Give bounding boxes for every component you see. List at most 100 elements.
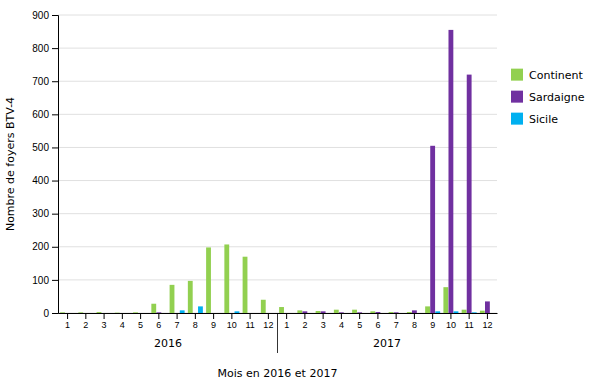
bar [339, 312, 344, 313]
y-tick: 700 [32, 76, 58, 87]
bar [417, 313, 422, 314]
bar [70, 313, 75, 314]
bar [467, 75, 472, 313]
x-tick: 7 [394, 313, 399, 330]
chart: 1234567891011121234567891011120100200300… [0, 0, 602, 385]
legend-swatch [511, 91, 523, 103]
bar [162, 313, 167, 314]
x-tick: 2 [302, 313, 307, 330]
x-tick-mark [341, 313, 342, 319]
y-tick-label: 200 [32, 241, 49, 252]
legend-label: Continent [529, 69, 583, 82]
x-tick-mark [432, 313, 433, 319]
y-tick-mark [52, 280, 58, 281]
x-tick: 1 [284, 313, 289, 330]
bar [193, 313, 198, 314]
bar [170, 285, 175, 313]
x-tick-mark [85, 313, 86, 319]
x-tick: 3 [321, 313, 326, 330]
x-tick-mark [213, 313, 214, 319]
x-tick-mark [250, 313, 251, 319]
bar [357, 312, 362, 313]
x-tick-label: 1 [284, 320, 289, 330]
bar [472, 312, 477, 313]
x-tick: 1 [65, 313, 70, 330]
bar [107, 313, 112, 314]
bar [375, 312, 380, 313]
y-tick-mark [52, 313, 58, 314]
y-tick: 100 [32, 275, 58, 286]
y-tick-label: 500 [32, 142, 49, 153]
y-tick-mark [52, 214, 58, 215]
x-tick-label: 8 [412, 320, 417, 330]
bar [180, 310, 185, 313]
x-tick-label: 4 [339, 320, 344, 330]
bar [156, 312, 161, 313]
x-tick-label: 8 [193, 320, 198, 330]
bar-series [60, 244, 485, 313]
y-tick-mark [52, 114, 58, 115]
bar [334, 310, 339, 313]
bar [120, 313, 125, 314]
bar [198, 306, 203, 313]
grid [58, 15, 497, 313]
bar [448, 30, 453, 313]
bar [370, 311, 375, 313]
bar [394, 312, 399, 313]
x-tick-label: 12 [263, 320, 273, 330]
x-tick-label: 6 [375, 320, 380, 330]
legend-swatch [511, 113, 523, 125]
y-tick-mark [52, 147, 58, 148]
bar [271, 313, 276, 314]
y-tick-mark [52, 15, 58, 16]
x-tick-label: 3 [321, 320, 326, 330]
bar [490, 313, 495, 314]
y-tick-mark [52, 181, 58, 182]
y-tick: 900 [32, 10, 58, 21]
bar [344, 313, 349, 314]
y-tick: 300 [32, 208, 58, 219]
bar [89, 313, 94, 314]
bar [216, 313, 221, 314]
x-tick: 6 [375, 313, 380, 330]
x-tick: 8 [412, 313, 417, 330]
legend-item: Continent [511, 69, 583, 82]
bar [462, 310, 467, 313]
bar [308, 313, 313, 314]
y-tick-label: 600 [32, 109, 49, 120]
x-tick-mark [469, 313, 470, 319]
bar [102, 313, 107, 314]
x-tick-label: 6 [156, 320, 161, 330]
x-tick: 9 [211, 313, 216, 330]
bar [412, 310, 417, 313]
x-tick-label: 5 [357, 320, 362, 330]
x-tick: 11 [464, 313, 473, 330]
x-tick-label: 10 [446, 320, 456, 330]
bar [326, 313, 331, 314]
bar-series [156, 30, 489, 313]
y-tick-label: 700 [32, 76, 49, 87]
bar [297, 310, 302, 313]
grid-line [58, 15, 497, 16]
x-tick-mark [359, 313, 360, 319]
x-axis-line [59, 313, 498, 314]
grid-line [58, 48, 497, 49]
bar [261, 300, 266, 313]
bar [443, 287, 448, 313]
x-tick-label: 11 [464, 320, 473, 330]
bar [266, 313, 271, 314]
bar [425, 306, 430, 313]
bar [229, 313, 234, 314]
bar [284, 313, 289, 314]
x-tick-label: 1 [65, 320, 70, 330]
x-tick-mark [140, 313, 141, 319]
y-tick-label: 400 [32, 175, 49, 186]
x-tick-label: 2 [83, 320, 88, 330]
x-tick-mark [67, 313, 68, 319]
x-tick: 8 [193, 313, 198, 330]
x-tick: 5 [357, 313, 362, 330]
bar [454, 311, 459, 313]
bar [211, 313, 216, 314]
x-tick-mark [158, 313, 159, 319]
bar-series [180, 306, 477, 313]
